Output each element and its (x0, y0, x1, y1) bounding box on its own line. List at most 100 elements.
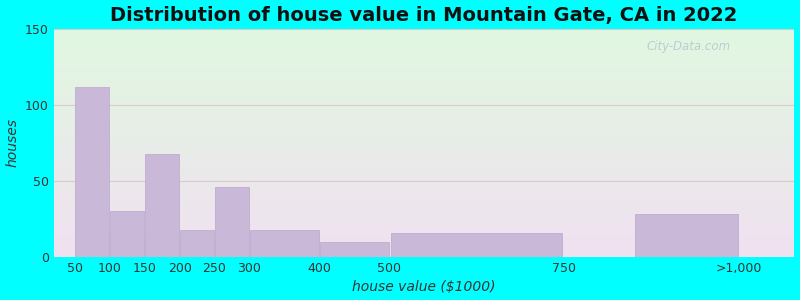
Bar (54, 152, 794, 154)
Bar (54, 45, 794, 47)
Bar (54, 34, 794, 36)
Bar (54, 109, 794, 111)
Bar (54, 52, 794, 54)
Bar (54, 186, 794, 189)
Bar (54, 38, 794, 40)
Bar (391, 233, 562, 257)
Bar (54, 248, 794, 250)
Bar (215, 187, 249, 257)
Bar (54, 172, 794, 175)
Bar (54, 191, 794, 193)
Bar (54, 95, 794, 97)
Bar (54, 111, 794, 113)
Bar (145, 154, 179, 257)
Bar (54, 36, 794, 38)
Bar (54, 225, 794, 227)
Bar (54, 88, 794, 91)
Bar (54, 118, 794, 120)
Bar (54, 81, 794, 84)
Bar (54, 189, 794, 191)
Bar (54, 74, 794, 77)
Bar (54, 227, 794, 230)
Bar (54, 125, 794, 127)
Bar (54, 250, 794, 253)
Bar (54, 207, 794, 209)
Bar (54, 218, 794, 220)
Bar (54, 70, 794, 72)
Bar (54, 166, 794, 168)
Bar (54, 232, 794, 234)
Bar (54, 236, 794, 239)
Bar (180, 230, 214, 257)
Bar (54, 246, 794, 248)
Bar (54, 179, 794, 182)
Bar (75, 87, 110, 257)
Bar (54, 138, 794, 141)
Bar (54, 148, 794, 150)
Bar (54, 205, 794, 207)
Bar (634, 214, 738, 257)
Bar (54, 168, 794, 170)
Bar (54, 58, 794, 61)
Bar (54, 29, 794, 31)
Y-axis label: houses: houses (6, 118, 19, 167)
Bar (54, 157, 794, 159)
Bar (54, 150, 794, 152)
Bar (54, 129, 794, 132)
Bar (54, 202, 794, 205)
Bar (54, 54, 794, 56)
Bar (54, 100, 794, 102)
Bar (54, 212, 794, 214)
Bar (54, 241, 794, 243)
Bar (54, 214, 794, 216)
Bar (54, 50, 794, 52)
Bar (54, 120, 794, 122)
Bar (54, 93, 794, 95)
Bar (54, 170, 794, 172)
Bar (54, 234, 794, 236)
Bar (54, 84, 794, 86)
Bar (54, 63, 794, 65)
Bar (54, 184, 794, 186)
Bar (54, 79, 794, 81)
Bar (54, 253, 794, 255)
Bar (54, 195, 794, 198)
Bar (54, 193, 794, 195)
Bar (110, 212, 144, 257)
Bar (54, 31, 794, 34)
Bar (54, 134, 794, 136)
Bar (54, 56, 794, 58)
Bar (54, 159, 794, 161)
Bar (54, 40, 794, 43)
Bar (54, 216, 794, 218)
Bar (54, 136, 794, 138)
Bar (54, 61, 794, 63)
Bar (54, 161, 794, 164)
Bar (54, 177, 794, 179)
Bar (54, 143, 794, 145)
Bar (54, 145, 794, 148)
Bar (54, 91, 794, 93)
X-axis label: house value ($1000): house value ($1000) (352, 280, 496, 294)
Bar (54, 243, 794, 246)
Bar (54, 223, 794, 225)
Bar (54, 220, 794, 223)
Bar (54, 86, 794, 88)
Bar (54, 43, 794, 45)
Text: City-Data.com: City-Data.com (646, 40, 730, 53)
Bar (54, 113, 794, 116)
Bar (54, 72, 794, 74)
Bar (54, 141, 794, 143)
Bar (54, 132, 794, 134)
Bar (54, 255, 794, 257)
Bar (54, 239, 794, 241)
Bar (54, 122, 794, 125)
Bar (54, 209, 794, 212)
Bar (54, 198, 794, 200)
Bar (54, 164, 794, 166)
Bar (54, 102, 794, 104)
Bar (54, 77, 794, 79)
Bar (54, 47, 794, 50)
Bar (250, 230, 318, 257)
Bar (54, 116, 794, 118)
